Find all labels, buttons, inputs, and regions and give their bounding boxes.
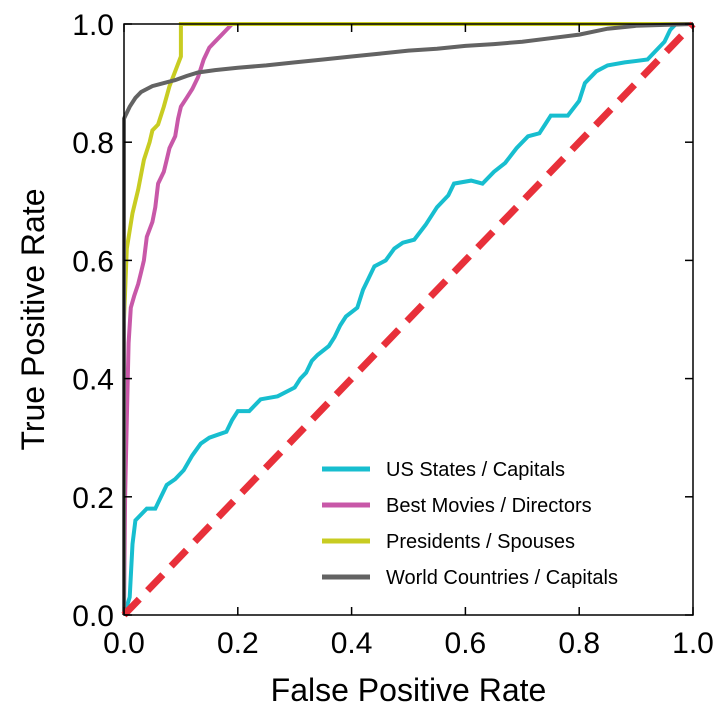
legend-label: World Countries / Capitals (386, 567, 618, 589)
x-tick-label: 0.4 (331, 627, 373, 660)
x-axis-label: False Positive Rate (271, 672, 547, 706)
series-layer (121, 21, 696, 618)
ticks-layer: 0.0 0.2 0.4 0.6 0.8 1.0 0.0 0.2 0.4 0.6 0.8 1.0 (72, 9, 714, 660)
plot-frame (123, 23, 694, 616)
series-line-0 (122, 22, 693, 616)
x-tick-label: 0.0 (103, 627, 145, 660)
y-tick-label: 0.8 (72, 127, 114, 160)
series-line-2 (122, 22, 693, 615)
y-tick-label: 0.4 (72, 364, 114, 397)
y-tick-label: 1.0 (72, 9, 114, 42)
x-tick-label: 0.6 (445, 627, 487, 660)
x-tick-label: 1.0 (672, 627, 714, 660)
series-line-1 (122, 22, 693, 616)
legend-label: US States / Capitals (386, 459, 565, 481)
legend-label: Best Movies / Directors (386, 495, 592, 517)
x-tick-label: 0.2 (217, 627, 259, 660)
legend: US States / Capitals Best Movies / Direct… (322, 459, 618, 589)
y-tick-label: 0.6 (72, 245, 114, 278)
x-tick-label: 0.8 (558, 627, 600, 660)
series-line-3 (122, 22, 694, 615)
legend-label: Presidents / Spouses (386, 531, 575, 553)
diagonal-reference-line (121, 21, 696, 618)
y-tick-label: 0.2 (72, 482, 114, 515)
y-tick-label: 0.0 (72, 600, 114, 633)
y-axis-label: True Positive Rate (15, 188, 51, 450)
